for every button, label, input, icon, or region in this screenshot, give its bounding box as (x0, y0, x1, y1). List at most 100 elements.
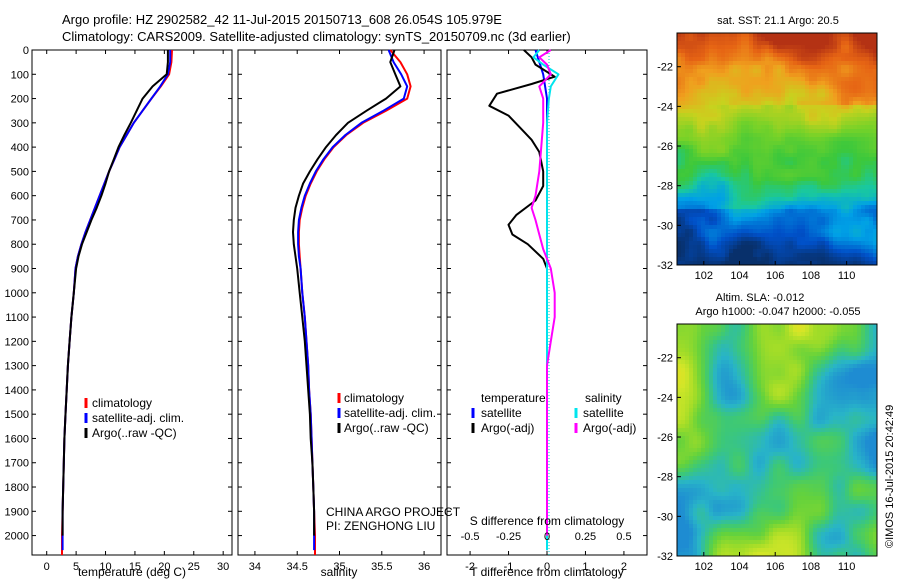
heatmap-cell (813, 344, 818, 349)
heatmap-cell (761, 109, 766, 114)
heatmap-cell (757, 217, 762, 222)
heatmap-cell (741, 177, 746, 182)
heatmap-cell (829, 388, 834, 393)
heatmap-cell (797, 412, 802, 417)
heatmap-cell (785, 464, 790, 469)
heatmap-cell (777, 440, 782, 445)
heatmap-cell (793, 372, 798, 377)
heatmap-cell (761, 97, 766, 102)
heatmap-cell (841, 217, 846, 222)
heatmap-cell (841, 424, 846, 429)
heatmap-cell (861, 221, 866, 226)
heatmap-cell (689, 117, 694, 122)
heatmap-cell (833, 61, 838, 66)
heatmap-cell (729, 412, 734, 417)
legend-label-sal-argo: Argo(-adj) (583, 421, 636, 435)
heatmap-cell (777, 141, 782, 146)
heatmap-cell (817, 201, 822, 206)
heatmap-cell (825, 356, 830, 361)
heatmap-cell (705, 376, 710, 381)
heatmap-cell (801, 65, 806, 70)
heatmap-cell (697, 245, 702, 250)
heatmap-cell (693, 468, 698, 473)
heatmap-cell (833, 424, 838, 429)
heatmap-cell (861, 348, 866, 353)
heatmap-cell (809, 169, 814, 174)
heatmap-cell (753, 344, 758, 349)
heatmap-cell (841, 165, 846, 170)
heatmap-cell (861, 217, 866, 222)
heatmap-cell (833, 360, 838, 365)
heatmap-cell (777, 456, 782, 461)
heatmap-cell (769, 165, 774, 170)
heatmap-cell (717, 81, 722, 86)
heatmap-cell (745, 225, 750, 230)
heatmap-cell (833, 157, 838, 162)
heatmap-cell (849, 336, 854, 341)
heatmap-cell (789, 464, 794, 469)
heatmap-cell (741, 464, 746, 469)
heatmap-cell (845, 420, 850, 425)
heatmap-cell (749, 420, 754, 425)
heatmap-cell (681, 436, 686, 441)
heatmap-cell (717, 117, 722, 122)
heatmap-cell (765, 197, 770, 202)
heatmap-cell (853, 161, 858, 166)
heatmap-cell (761, 137, 766, 142)
heatmap-cell (849, 69, 854, 74)
heatmap-cell (833, 400, 838, 405)
heatmap-cell (745, 444, 750, 449)
heatmap-cell (873, 81, 878, 86)
heatmap-cell (685, 464, 690, 469)
heatmap-cell (677, 396, 682, 401)
heatmap-cell (701, 97, 706, 102)
heatmap-cell (697, 468, 702, 473)
heatmap-cell (781, 117, 786, 122)
heatmap-cell (777, 372, 782, 377)
heatmap-cell (685, 45, 690, 50)
depth-tick-label: 1400 (5, 385, 29, 397)
x-tick-label: 30 (217, 561, 229, 573)
heatmap-cell (789, 400, 794, 405)
heatmap-cell (817, 69, 822, 74)
heatmap-cell (737, 241, 742, 246)
heatmap-cell (717, 105, 722, 110)
heatmap-cell (749, 165, 754, 170)
heatmap-cell (725, 93, 730, 98)
heatmap-cell (737, 101, 742, 106)
heatmap-cell (865, 45, 870, 50)
heatmap-cell (797, 209, 802, 214)
heatmap-cell (681, 468, 686, 473)
heatmap-cell (681, 249, 686, 254)
heatmap-cell (773, 181, 778, 186)
heatmap-cell (869, 205, 874, 210)
heatmap-cell (733, 352, 738, 357)
heatmap-cell (745, 440, 750, 445)
heatmap-cell (753, 404, 758, 409)
heatmap-cell (801, 392, 806, 397)
heatmap-cell (825, 101, 830, 106)
heatmap-cell (817, 125, 822, 130)
heatmap-cell (765, 356, 770, 361)
heatmap-cell (745, 133, 750, 138)
heatmap-cell (793, 412, 798, 417)
heatmap-cell (825, 121, 830, 126)
heatmap-cell (873, 193, 878, 198)
heatmap-cell (713, 416, 718, 421)
heatmap-cell (761, 149, 766, 154)
heatmap-cell (797, 229, 802, 234)
heatmap-cell (769, 193, 774, 198)
heatmap-cell (809, 165, 814, 170)
heatmap-cell (681, 432, 686, 437)
heatmap-cell (825, 77, 830, 82)
heatmap-cell (765, 181, 770, 186)
heatmap-cell (705, 109, 710, 114)
heatmap-cell (849, 460, 854, 465)
heatmap-cell (857, 332, 862, 337)
heatmap-cell (745, 105, 750, 110)
heatmap-cell (733, 424, 738, 429)
heatmap-cell (829, 432, 834, 437)
heatmap-cell (701, 368, 706, 373)
heatmap-cell (753, 189, 758, 194)
heatmap-cell (797, 356, 802, 361)
